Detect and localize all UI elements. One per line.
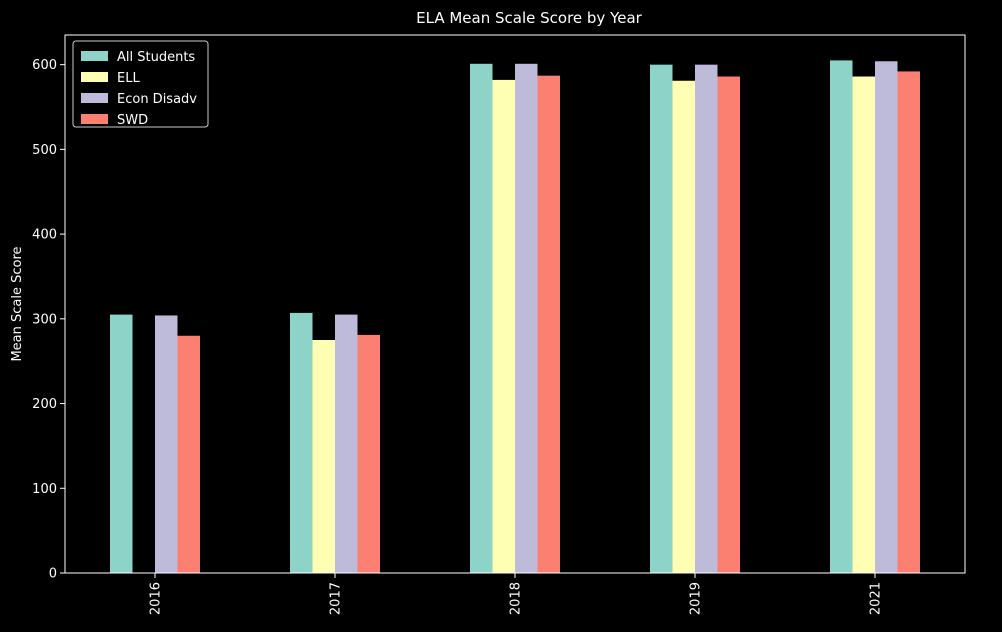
- x-tick-label: 2016: [149, 582, 164, 615]
- y-tick-label: 300: [32, 312, 57, 327]
- legend-swatch: [81, 51, 108, 61]
- legend-label: All Students: [117, 50, 195, 65]
- bar: [492, 79, 515, 574]
- bar: [717, 76, 740, 574]
- axes: 0 100 200 300 400 500 600 2016 2017 2018 2019 2021: [32, 34, 966, 615]
- bar: [852, 76, 875, 574]
- bar: [830, 60, 853, 574]
- bar: [695, 64, 718, 574]
- legend: All Students ELL Econ Disadv SWD: [72, 40, 209, 128]
- legend-swatch: [81, 93, 108, 103]
- bar: [312, 340, 335, 573]
- x-tick-label: 2018: [509, 582, 524, 615]
- legend-label: SWD: [117, 113, 148, 128]
- x-tick-label: 2019: [689, 582, 704, 615]
- y-axis-label: Mean Scale Score: [10, 246, 25, 361]
- legend-label: Econ Disadv: [117, 92, 197, 107]
- y-tick-label: 100: [32, 482, 57, 497]
- bar: [290, 312, 313, 573]
- chart-title: ELA Mean Scale Score by Year: [416, 9, 643, 27]
- plot-area: [110, 60, 920, 574]
- y-tick-label: 400: [32, 228, 57, 243]
- y-tick-label: 200: [32, 397, 57, 412]
- bar: [470, 63, 493, 573]
- bar: [177, 335, 200, 573]
- bar: [515, 63, 538, 573]
- bar: [357, 334, 380, 573]
- bar: [537, 75, 560, 573]
- legend-swatch: [81, 72, 108, 82]
- bar: [110, 314, 133, 573]
- y-tick-label: 600: [32, 58, 57, 73]
- bar: [650, 64, 673, 574]
- bar: [335, 314, 358, 573]
- legend-swatch: [81, 114, 108, 124]
- bar: [672, 80, 695, 573]
- y-tick-label: 500: [32, 143, 57, 158]
- y-tick-label: 0: [49, 567, 57, 582]
- bar: [875, 61, 898, 574]
- bar: [155, 315, 178, 573]
- legend-frame: [72, 40, 209, 128]
- bar: [897, 71, 920, 574]
- x-tick-label: 2021: [869, 582, 884, 615]
- legend-label: ELL: [117, 71, 140, 86]
- x-tick-label: 2017: [329, 582, 344, 615]
